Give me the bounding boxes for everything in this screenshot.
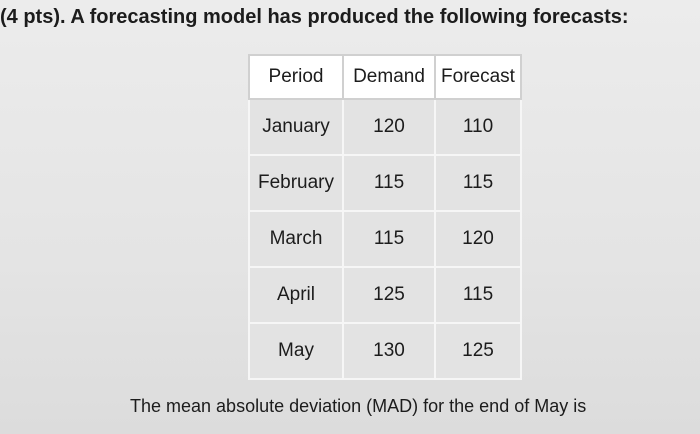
table-cell: February [248, 154, 344, 212]
forecast-table: Period Demand Forecast January 120 110 Februa… [248, 54, 522, 380]
table-body: January 120 110 February 115 115 March 115 120 Ap… [248, 98, 522, 380]
table-cell: January [248, 98, 344, 156]
table-row: March 115 120 [248, 210, 522, 268]
table-row: April 125 115 [248, 266, 522, 324]
table-row: May 130 125 [248, 322, 522, 380]
column-header: Period [248, 54, 344, 100]
question-title: (4 pts). A forecasting model has produce… [0, 6, 629, 28]
table-cell: 125 [434, 322, 522, 380]
table-cell: 125 [342, 266, 436, 324]
table-cell: April [248, 266, 344, 324]
table-cell: 120 [342, 98, 436, 156]
table-cell: 115 [342, 154, 436, 212]
table-cell: 130 [342, 322, 436, 380]
table-cell: 115 [342, 210, 436, 268]
table-row: February 115 115 [248, 154, 522, 212]
table-cell: 110 [434, 98, 522, 156]
table-row: January 120 110 [248, 98, 522, 156]
column-header: Forecast [434, 54, 522, 100]
header-row: Period Demand Forecast [248, 54, 522, 100]
question-text: The mean absolute deviation (MAD) for th… [130, 396, 587, 416]
table-cell: 120 [434, 210, 522, 268]
table-cell: 115 [434, 266, 522, 324]
table-cell: May [248, 322, 344, 380]
table-cell: 115 [434, 154, 522, 212]
column-header: Demand [342, 54, 436, 100]
table-cell: March [248, 210, 344, 268]
